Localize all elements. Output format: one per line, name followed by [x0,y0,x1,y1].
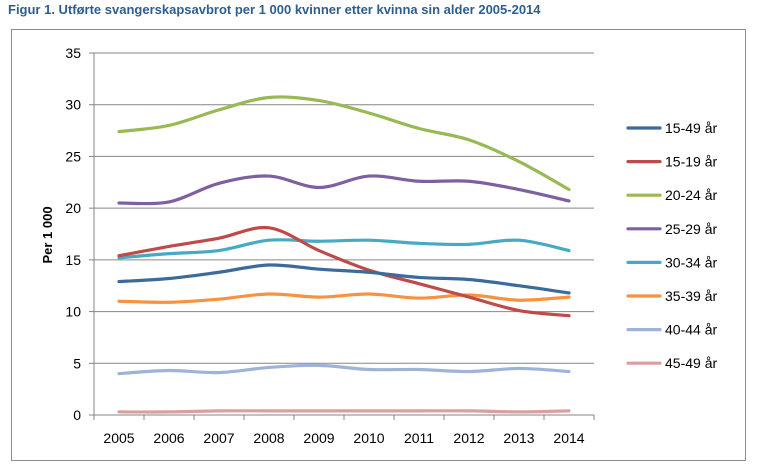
legend-label: 40-44 år [665,322,717,338]
legend-label: 15-19 år [665,154,717,170]
y-tick-label: 20 [65,200,81,216]
x-tick-label: 2013 [503,430,534,446]
series-line-25-29r [117,174,571,206]
gridlines [94,52,594,364]
series-line-20-24r [117,95,571,192]
x-tick-label: 2011 [404,430,434,446]
legend-label: 35-39 år [665,288,717,304]
series-line-15-49r [117,263,571,295]
series-line-30-34r [117,238,571,260]
y-axis-label: Per 1 000 [40,206,55,263]
series-line-15-19r [117,225,571,318]
y-tick-label: 15 [65,252,81,268]
legend-label: 45-49 år [665,355,717,371]
legend-label: 25-29 år [665,221,717,237]
x-tick-label: 2010 [353,430,384,446]
series-line-35-39r [117,292,571,304]
series-line-40-44r [117,363,571,376]
x-tick-labels: 2005 2006 2007 2008 2009 2010 2011 2012 2013 2014 [103,430,584,446]
y-tick-label: 10 [65,304,81,320]
y-tick-label: 0 [73,407,81,423]
series-line-45-49r [117,409,571,414]
y-tick-labels: 0 5 10 15 20 25 30 35 [65,45,81,423]
series-lines [117,95,571,414]
y-tick-label: 5 [73,355,81,371]
x-tick-label: 2009 [303,430,334,446]
y-tick-label: 35 [65,45,81,61]
legend: 15-49 år 15-19 år 20-24 år 25-29 år 30-34 år… [626,120,717,371]
x-tick-label: 2007 [203,430,234,446]
y-tick-label: 30 [65,97,81,113]
legend-label: 15-49 år [665,120,717,136]
chart-frame [11,29,746,461]
legend-label: 20-24 år [665,187,717,203]
axes [89,52,595,420]
x-tick-label: 2005 [103,430,134,446]
y-tick-label: 25 [65,148,81,164]
x-tick-label: 2006 [153,430,184,446]
figure-title: Figur 1. Utførte svangerskapsavbrot per … [8,2,541,17]
x-tick-label: 2012 [453,430,484,446]
x-tick-label: 2008 [253,430,284,446]
x-tick-label: 2014 [553,430,584,446]
legend-label: 30-34 år [665,254,717,270]
